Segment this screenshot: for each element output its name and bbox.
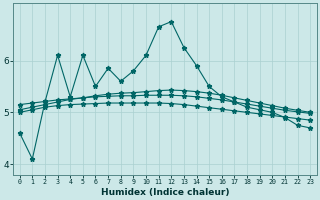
X-axis label: Humidex (Indice chaleur): Humidex (Indice chaleur) bbox=[101, 188, 229, 197]
